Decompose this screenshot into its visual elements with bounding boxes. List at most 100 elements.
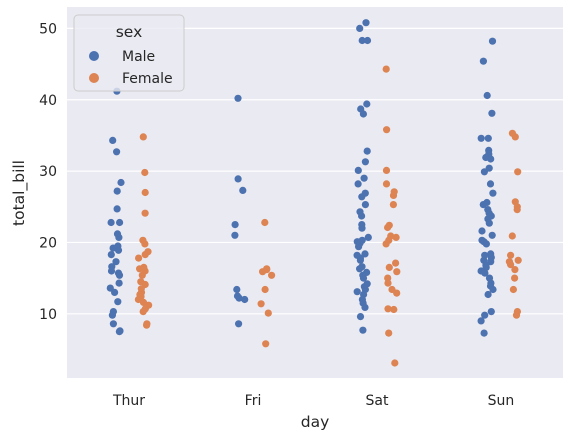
data-point-male <box>361 201 369 209</box>
data-point-male <box>356 313 365 321</box>
data-point-male <box>489 285 497 294</box>
data-point-female <box>384 279 392 287</box>
data-point-female <box>391 359 399 367</box>
data-point-male <box>363 147 371 155</box>
y-tick-label: 10 <box>39 307 57 323</box>
data-point-female <box>261 285 269 294</box>
data-point-female <box>139 133 147 141</box>
data-point-male <box>359 110 367 118</box>
y-tick-label: 40 <box>39 93 57 109</box>
data-point-male <box>479 57 487 65</box>
data-point-female <box>392 233 400 241</box>
data-point-female <box>514 256 522 264</box>
legend: sex Male Female <box>73 14 185 92</box>
data-point-male <box>239 186 247 194</box>
data-point-male <box>354 180 362 188</box>
legend-title: sex <box>116 23 143 41</box>
data-point-male <box>484 290 492 299</box>
data-point-female <box>507 261 515 269</box>
data-point-male <box>115 233 123 241</box>
data-point-male <box>354 166 362 174</box>
data-point-male <box>480 329 488 337</box>
data-point-male <box>235 320 243 328</box>
data-point-male <box>361 250 369 258</box>
data-point-male <box>109 136 117 144</box>
data-point-male <box>107 267 116 275</box>
data-point-female <box>259 268 267 276</box>
data-point-female <box>138 271 146 279</box>
legend-label-male: Male <box>122 49 155 65</box>
y-tick-label: 30 <box>39 164 57 180</box>
data-point-male <box>112 258 120 266</box>
data-point-female <box>389 201 397 209</box>
data-point-female <box>385 263 393 271</box>
data-point-female <box>389 191 398 199</box>
data-point-female <box>393 268 401 276</box>
data-point-female <box>385 329 393 337</box>
data-point-male <box>477 134 485 142</box>
data-point-male <box>115 279 123 287</box>
data-point-male <box>480 168 488 176</box>
data-point-male <box>111 288 119 296</box>
data-point-female <box>141 188 149 197</box>
data-point-female <box>262 340 270 348</box>
data-points <box>106 19 522 367</box>
data-point-female <box>507 251 515 259</box>
data-point-male <box>363 36 372 45</box>
data-point-male <box>235 294 243 302</box>
data-point-female <box>264 309 272 317</box>
data-point-female <box>143 321 151 329</box>
data-point-male <box>358 212 366 220</box>
data-point-male <box>479 201 487 209</box>
data-point-female <box>139 308 147 316</box>
data-point-male <box>481 311 489 319</box>
data-point-male <box>109 244 117 252</box>
data-point-female <box>511 266 519 274</box>
x-tick-label: Fri <box>245 393 262 409</box>
data-point-male <box>487 155 495 163</box>
data-point-female <box>382 240 390 248</box>
data-point-male <box>234 94 242 102</box>
y-tick-label: 20 <box>39 235 57 251</box>
legend-marker-female <box>89 73 99 83</box>
data-point-female <box>392 259 400 267</box>
data-point-male <box>358 224 366 232</box>
data-point-male <box>488 231 496 239</box>
legend-label-female: Female <box>122 71 173 87</box>
data-point-male <box>359 274 368 282</box>
data-point-female <box>509 285 517 294</box>
x-axis-label: day <box>301 413 330 431</box>
data-point-male <box>233 285 241 294</box>
data-point-male <box>117 178 125 187</box>
data-point-male <box>115 271 124 279</box>
data-point-female <box>382 180 391 188</box>
gridlines <box>67 27 563 315</box>
data-point-female <box>382 65 390 73</box>
data-point-male <box>481 269 489 277</box>
data-point-female <box>510 274 519 282</box>
data-point-female <box>141 240 149 248</box>
data-point-male <box>114 246 123 254</box>
y-tick-label: 50 <box>39 21 57 37</box>
data-point-male <box>488 37 497 45</box>
data-point-female <box>136 265 144 273</box>
data-point-male <box>484 134 492 142</box>
y-tick-labels: 10 20 30 40 50 <box>39 21 57 322</box>
data-point-male <box>358 36 366 45</box>
data-point-male <box>361 158 369 166</box>
data-point-female <box>383 126 391 134</box>
data-point-male <box>486 180 495 188</box>
data-point-female <box>384 305 392 313</box>
legend-box <box>73 14 185 92</box>
y-axis-label: total_bill <box>10 160 29 226</box>
data-point-male <box>477 317 485 325</box>
data-point-male <box>358 193 366 201</box>
data-point-female <box>514 168 522 176</box>
data-point-female <box>135 254 143 262</box>
data-point-male <box>478 227 486 235</box>
x-tick-labels: Thur Fri Sat Sun <box>112 393 514 409</box>
data-point-male <box>355 243 363 251</box>
data-point-male <box>113 205 121 213</box>
data-point-male <box>482 240 490 248</box>
